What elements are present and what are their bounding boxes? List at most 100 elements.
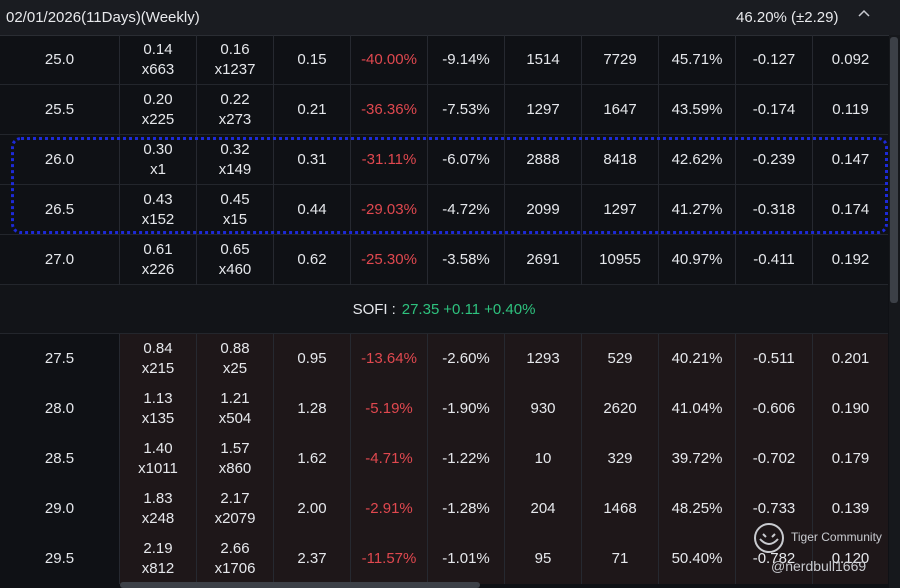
delta-cell: -0.127 <box>736 35 813 85</box>
expiry-header[interactable]: 02/01/2026(11Days)(Weekly) 46.20% (±2.29… <box>0 0 900 36</box>
strike-cell: 27.0 <box>0 235 120 285</box>
change-percent-cell: -4.71% <box>351 434 428 484</box>
change-percent-value: -13.64% <box>361 350 417 367</box>
volume-cell: 2099 <box>505 185 582 235</box>
change-percent-value: -29.03% <box>361 201 417 218</box>
table-row[interactable]: 29.5 2.19 x812 2.66 x1706 2.37 -11.57% -1.01% 95… <box>0 534 888 584</box>
table-row[interactable]: 27.5 0.84 x215 0.88 x25 0.95 -13.64% -2.60% 1293… <box>0 334 888 384</box>
implied-vol-cell: 45.71% <box>659 35 736 85</box>
open-interest-value: 2620 <box>603 400 637 417</box>
last-price-value: 0.62 <box>297 251 327 268</box>
change-secondary-value: -4.72% <box>442 201 490 218</box>
last-price-cell: 2.37 <box>274 534 351 584</box>
ask-value: 2.17 <box>220 490 250 507</box>
gamma-value: 0.119 <box>832 101 869 118</box>
bid-value: 2.19 <box>143 540 173 557</box>
implied-vol-cell: 50.40% <box>659 534 736 584</box>
volume-cell: 1514 <box>505 35 582 85</box>
table-row[interactable]: 26.5 0.43 x152 0.45 x15 0.44 -29.03% -4.72% 2099… <box>0 185 888 235</box>
ask-size: x2079 <box>214 510 256 527</box>
horizontal-scrollbar-thumb[interactable] <box>120 582 480 588</box>
change-percent-value: -31.11% <box>361 151 417 168</box>
bid-value: 0.14 <box>143 41 173 58</box>
change-secondary-value: -1.28% <box>442 500 490 517</box>
delta-cell: -0.411 <box>736 235 813 285</box>
last-price-cell: 0.15 <box>274 35 351 85</box>
ask-size: x504 <box>218 410 252 427</box>
delta-cell: -0.702 <box>736 434 813 484</box>
strike-value: 29.5 <box>44 550 75 567</box>
gamma-value: 0.147 <box>831 151 870 168</box>
bid-size: x215 <box>141 360 175 377</box>
table-row[interactable]: 28.0 1.13 x135 1.21 x504 1.28 -5.19% -1.90% 930 2… <box>0 384 888 434</box>
bid-cell: 2.19 x812 <box>120 534 197 584</box>
underlying-symbol: SOFI <box>352 300 388 318</box>
ask-value: 2.66 <box>220 540 250 557</box>
delta-value: -0.606 <box>752 400 796 417</box>
volume-value: 2691 <box>526 251 560 268</box>
volume-cell: 930 <box>505 384 582 434</box>
ask-value: 0.88 <box>220 340 250 357</box>
ask-cell: 0.16 x1237 <box>197 35 274 85</box>
chevron-up-icon[interactable] <box>856 5 872 21</box>
ask-size: x149 <box>218 161 252 178</box>
bid-size: x1011 <box>138 460 178 477</box>
table-row[interactable]: 29.0 1.83 x248 2.17 x2079 2.00 -2.91% -1.28% 204… <box>0 484 888 534</box>
implied-vol-cell: 40.97% <box>659 235 736 285</box>
bid-value: 1.83 <box>143 490 173 507</box>
open-interest-value: 8418 <box>603 151 637 168</box>
bid-value: 0.84 <box>143 340 173 357</box>
change-secondary-value: -2.60% <box>442 350 490 367</box>
change-secondary-value: -7.53% <box>442 101 490 118</box>
last-price-value: 0.21 <box>297 101 327 118</box>
strike-value: 26.0 <box>44 151 75 168</box>
volume-value: 1297 <box>526 101 560 118</box>
change-percent-cell: -2.91% <box>351 484 428 534</box>
open-interest-cell: 71 <box>582 534 659 584</box>
change-percent-cell: -25.30% <box>351 235 428 285</box>
implied-vol-value: 39.72% <box>671 450 723 467</box>
last-price-value: 2.00 <box>297 500 327 517</box>
change-percent-cell: -13.64% <box>351 334 428 384</box>
change-secondary-cell: -4.72% <box>428 185 505 235</box>
volume-value: 95 <box>534 550 552 567</box>
bid-size: x248 <box>141 510 175 527</box>
bid-size: x1 <box>150 161 166 178</box>
table-row[interactable]: 27.0 0.61 x226 0.65 x460 0.62 -25.30% -3.58% 269… <box>0 235 888 285</box>
bid-size: x225 <box>141 111 175 128</box>
gamma-cell: 0.119 <box>813 85 888 135</box>
open-interest-value: 71 <box>611 550 629 567</box>
vertical-scrollbar-thumb[interactable] <box>890 37 898 303</box>
volume-value: 1293 <box>526 350 560 367</box>
gamma-cell: 0.092 <box>813 35 888 85</box>
gamma-value: 0.192 <box>831 251 870 268</box>
implied-vol-value: 42.62% <box>671 151 723 168</box>
table-row[interactable]: 25.0 0.14 x663 0.16 x1237 0.15 -40.00% -9.14% 15… <box>0 35 888 85</box>
open-interest-value: 7729 <box>603 51 637 68</box>
change-secondary-cell: -1.28% <box>428 484 505 534</box>
underlying-price-row: SOFI : 27.35 +0.11 +0.40% <box>0 285 888 334</box>
ask-cell: 0.65 x460 <box>197 235 274 285</box>
implied-vol-cell: 48.25% <box>659 484 736 534</box>
table-row[interactable]: 26.0 0.30 x1 0.32 x149 0.31 -31.11% -6.07% 2888 8… <box>0 135 888 185</box>
bid-cell: 0.84 x215 <box>120 334 197 384</box>
ask-size: x860 <box>218 460 252 477</box>
strike-value: 29.0 <box>44 500 75 517</box>
strike-cell: 29.0 <box>0 484 120 534</box>
gamma-value: 0.201 <box>831 350 870 367</box>
bid-cell: 0.20 x225 <box>120 85 197 135</box>
open-interest-cell: 329 <box>582 434 659 484</box>
last-price-value: 0.31 <box>297 151 327 168</box>
open-interest-cell: 10955 <box>582 235 659 285</box>
ask-size: x15 <box>222 211 248 228</box>
delta-value: -0.174 <box>752 101 796 118</box>
open-interest-cell: 529 <box>582 334 659 384</box>
table-row[interactable]: 25.5 0.20 x225 0.22 x273 0.21 -36.36% -7.53% 129… <box>0 85 888 135</box>
ask-size: x1706 <box>214 560 256 577</box>
ask-size: x1237 <box>214 61 256 78</box>
strike-cell: 26.5 <box>0 185 120 235</box>
delta-value: -0.733 <box>752 500 796 517</box>
table-row[interactable]: 28.5 1.40 x1011 1.57 x860 1.62 -4.71% -1.22% 10 3… <box>0 434 888 484</box>
change-secondary-cell: -2.60% <box>428 334 505 384</box>
vertical-scroll-track[interactable] <box>889 35 900 588</box>
